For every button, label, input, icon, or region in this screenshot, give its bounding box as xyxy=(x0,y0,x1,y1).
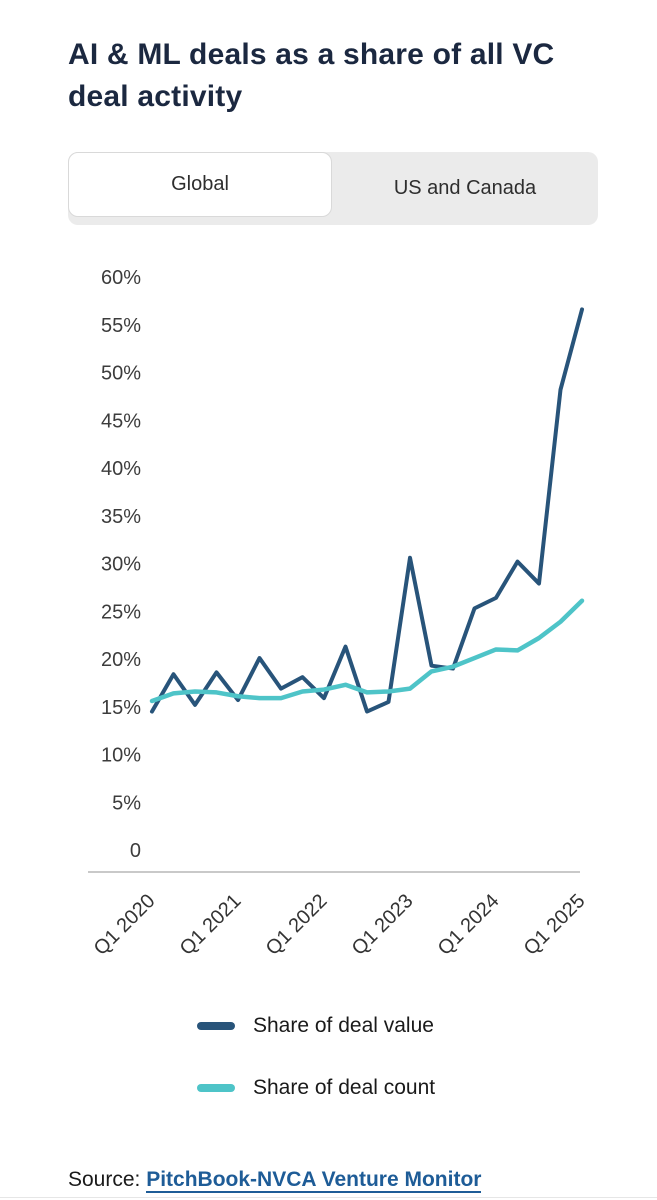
page-title: AI & ML deals as a share of all VC deal … xyxy=(68,38,555,114)
deal-count-line xyxy=(149,598,585,704)
y-axis-tick: 30% xyxy=(101,554,141,576)
bottom-divider xyxy=(0,1197,657,1198)
x-axis-tick: Q1 2020 xyxy=(90,890,160,960)
deal-value-line xyxy=(150,307,584,714)
source-line: Source: PitchBook-NVCA Venture Monitor xyxy=(68,1168,482,1193)
y-axis-tick: 25% xyxy=(101,601,141,623)
y-axis-tick: 0 xyxy=(130,840,141,862)
y-axis-tick: 20% xyxy=(101,649,141,671)
x-axis-tick: Q1 2023 xyxy=(348,890,418,960)
tab-global[interactable]: Global xyxy=(68,152,332,217)
x-axis-tick: Q1 2025 xyxy=(520,890,590,960)
y-axis-tick: 50% xyxy=(101,363,141,385)
deal-value-swatch-icon xyxy=(197,1022,235,1030)
x-axis-tick: Q1 2024 xyxy=(434,890,504,960)
y-axis-tick: 45% xyxy=(101,410,141,432)
region-tabbar: Global US and Canada xyxy=(68,152,598,225)
x-axis-tick: Q1 2021 xyxy=(176,890,246,960)
source-prefix: Source: xyxy=(68,1168,141,1191)
legend-label-deal-value: Share of deal value xyxy=(253,1014,434,1037)
y-axis-tick: 55% xyxy=(101,315,141,337)
y-axis-tick: 40% xyxy=(101,458,141,480)
deal-count-swatch-icon xyxy=(197,1084,235,1092)
legend: Share of deal value Share of deal count xyxy=(197,1012,435,1136)
y-axis-tick: 15% xyxy=(101,697,141,719)
tab-global-label: Global xyxy=(171,173,229,195)
tab-us-and-canada[interactable]: US and Canada xyxy=(332,152,598,225)
y-axis-tick: 35% xyxy=(101,506,141,528)
legend-label-deal-count: Share of deal count xyxy=(253,1076,436,1099)
legend-item-deal-value: Share of deal value xyxy=(197,1012,435,1040)
legend-item-deal-count: Share of deal count xyxy=(197,1074,435,1102)
x-axis-tick: Q1 2022 xyxy=(262,890,332,960)
y-axis-tick: 10% xyxy=(101,745,141,767)
tab-us-and-canada-label: US and Canada xyxy=(393,177,537,199)
y-axis-tick: 5% xyxy=(112,792,141,814)
y-axis-tick: 60% xyxy=(101,267,141,289)
source-link[interactable]: PitchBook-NVCA Venture Monitor xyxy=(146,1168,482,1193)
